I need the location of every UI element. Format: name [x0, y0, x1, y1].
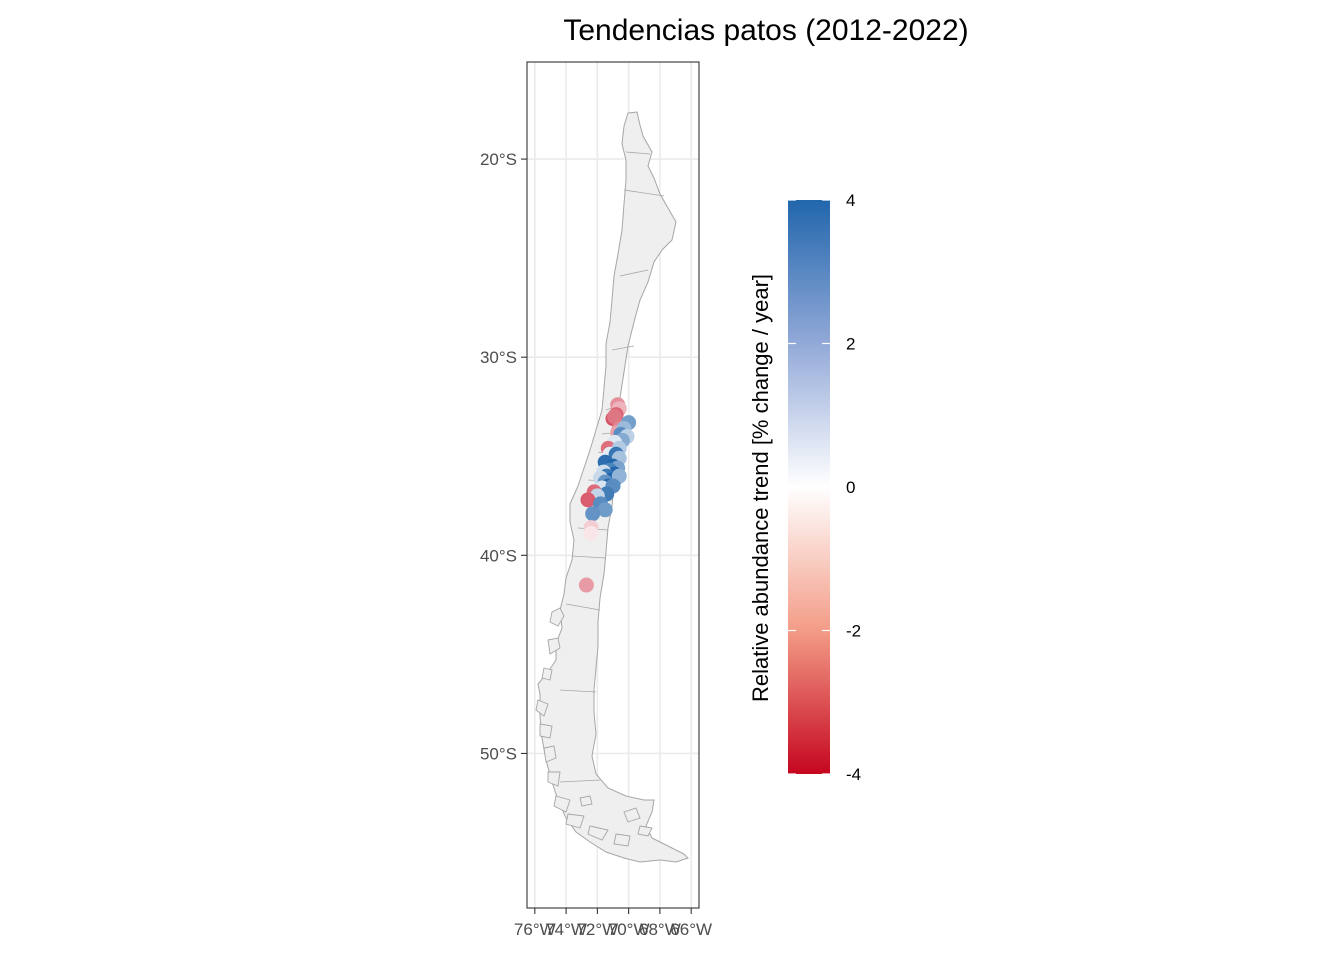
legend-tick-label: 0 — [846, 478, 855, 497]
legend-title: Relative abundance trend [% change / yea… — [748, 274, 773, 702]
legend-tick-label: -4 — [846, 765, 861, 784]
x-tick-label: 66°W — [670, 920, 712, 939]
legend-tick-label: 4 — [846, 191, 855, 210]
trend-points — [578, 397, 637, 593]
trend-point — [597, 502, 613, 518]
x-tick-label: 68°W — [639, 920, 681, 939]
y-tick-label: 50°S — [480, 744, 517, 763]
color-legend: Relative abundance trend [% change / yea… — [748, 191, 861, 784]
x-tick-label: 76°W — [514, 920, 556, 939]
fjord-islands — [535, 607, 653, 847]
y-tick-label: 20°S — [480, 150, 517, 169]
y-axis: 20°S 30°S 40°S 50°S — [480, 150, 527, 763]
x-tick-label: 74°W — [545, 920, 587, 939]
trend-point — [578, 577, 594, 593]
trend-point — [607, 409, 623, 425]
chart-title: Tendencias patos (2012-2022) — [563, 14, 968, 47]
legend-tick-label: 2 — [846, 335, 855, 354]
x-tick-label: 72°W — [576, 920, 618, 939]
y-tick-label: 40°S — [480, 546, 517, 565]
trend-point — [583, 526, 599, 542]
trend-point — [580, 492, 596, 508]
x-axis: 76°W74°W72°W70°W68°W66°W — [514, 908, 712, 939]
trend-point — [585, 506, 601, 522]
legend-ticks: 4 2 0 -2 -4 — [788, 191, 861, 784]
y-tick-label: 30°S — [480, 348, 517, 367]
legend-tick-label: -2 — [846, 622, 861, 641]
x-tick-label: 70°W — [608, 920, 650, 939]
panel-border — [526, 61, 700, 909]
